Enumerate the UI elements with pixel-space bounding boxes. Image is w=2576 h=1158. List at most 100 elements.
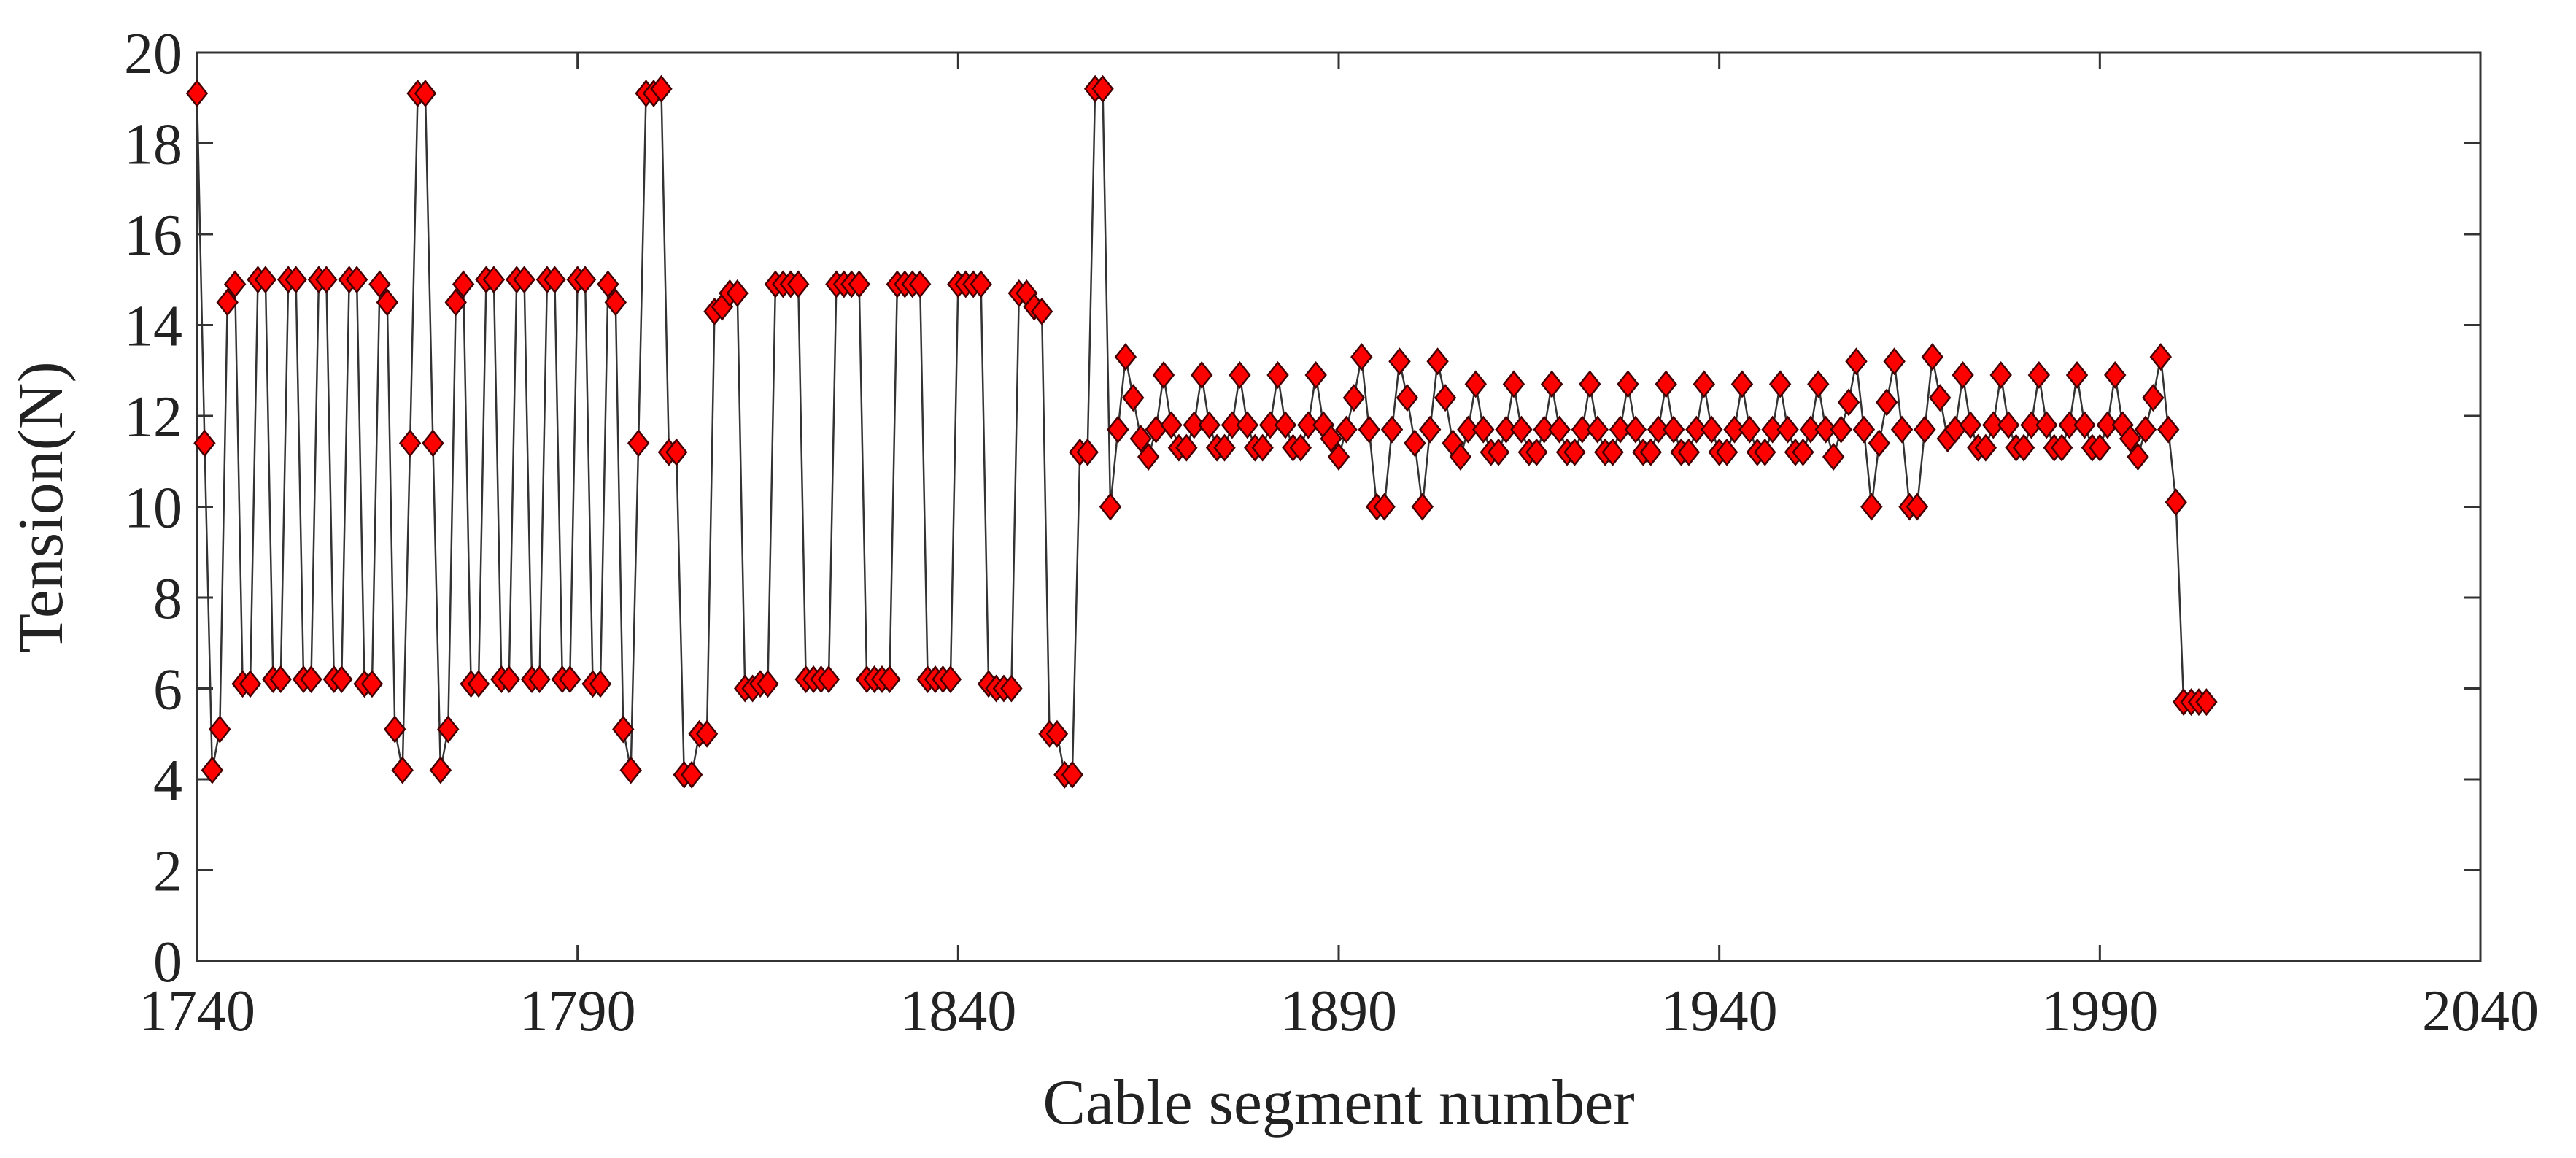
- data-marker: [1190, 360, 1213, 389]
- data-marker: [787, 270, 810, 298]
- data-marker: [467, 670, 490, 698]
- data-marker: [1464, 370, 1488, 398]
- data-marker: [254, 266, 277, 294]
- data-marker: [650, 74, 673, 103]
- data-marker: [513, 266, 535, 294]
- y-tick-label: 8: [153, 567, 182, 631]
- y-tick-label: 6: [153, 658, 182, 722]
- data-marker: [444, 288, 467, 317]
- data-marker: [2027, 360, 2051, 389]
- data-marker: [1624, 415, 1647, 444]
- data-marker: [680, 760, 703, 789]
- data-marker: [1677, 438, 1701, 466]
- data-marker: [1959, 411, 1982, 439]
- data-marker: [437, 715, 460, 744]
- data-marker: [1251, 433, 1274, 462]
- data-marker: [2065, 360, 2089, 389]
- data-marker: [1989, 360, 2012, 389]
- data-marker: [1776, 415, 1799, 444]
- x-tick-label: 1990: [2041, 979, 2158, 1043]
- data-marker: [1129, 425, 1152, 453]
- data-marker: [384, 715, 406, 744]
- data-marker: [368, 270, 391, 298]
- data-marker: [1997, 411, 2020, 439]
- data-marker: [1586, 415, 1609, 444]
- data-marker: [1061, 760, 1084, 789]
- data-marker: [1822, 443, 1845, 471]
- data-marker: [1647, 415, 1670, 444]
- data-marker: [1380, 415, 1404, 444]
- data-marker: [1000, 674, 1023, 703]
- data-marker: [627, 429, 650, 458]
- data-marker: [1830, 415, 1852, 444]
- data-marker: [1921, 343, 1944, 371]
- data-marker: [216, 288, 239, 317]
- data-marker: [345, 266, 368, 294]
- data-marker: [1875, 388, 1898, 417]
- data-marker: [1807, 370, 1830, 398]
- data-marker: [589, 670, 612, 698]
- data-marker: [1906, 493, 1929, 521]
- data-marker: [1152, 360, 1175, 389]
- data-marker: [1845, 347, 1868, 376]
- data-marker: [528, 665, 551, 694]
- data-marker: [1814, 415, 1837, 444]
- data-marker: [1122, 384, 1145, 412]
- data-marker: [2195, 688, 2218, 717]
- data-marker: [1388, 347, 1411, 376]
- data-marker: [1175, 433, 1198, 462]
- data-marker: [573, 266, 597, 294]
- data-marker: [1495, 415, 1517, 444]
- data-marker: [1982, 411, 2005, 439]
- data-marker: [2134, 415, 2157, 444]
- data-marker: [1868, 429, 1890, 458]
- data-marker: [2058, 411, 2081, 439]
- data-marker: [1952, 360, 1974, 389]
- y-tick-label: 0: [153, 930, 182, 995]
- data-marker: [1266, 360, 1289, 389]
- data-marker: [315, 266, 338, 294]
- data-marker: [559, 665, 581, 694]
- data-marker: [193, 429, 216, 458]
- y-tick-label: 18: [124, 113, 182, 177]
- data-marker: [2020, 411, 2043, 439]
- data-marker: [1373, 493, 1396, 521]
- data-marker: [1258, 411, 1282, 439]
- data-marker: [1701, 415, 1723, 444]
- data-marker: [1852, 415, 1876, 444]
- data-marker: [970, 270, 992, 298]
- data-marker: [1114, 343, 1137, 371]
- data-marker: [1418, 415, 1442, 444]
- data-marker: [1890, 415, 1914, 444]
- data-marker: [1449, 443, 1472, 471]
- data-marker: [1221, 411, 1244, 439]
- data-marker: [612, 715, 635, 744]
- data-marker: [604, 288, 627, 317]
- data-marker: [398, 429, 422, 458]
- data-marker: [1860, 493, 1883, 521]
- data-marker: [908, 270, 932, 298]
- x-tick-label: 1940: [1661, 979, 1778, 1043]
- data-marker: [185, 80, 209, 108]
- data-marker: [239, 670, 262, 698]
- data-marker: [1320, 425, 1342, 453]
- data-marker: [209, 715, 231, 744]
- data-marker: [597, 270, 619, 298]
- data-marker: [1297, 411, 1320, 439]
- data-marker: [665, 438, 688, 466]
- data-marker: [1974, 433, 1997, 462]
- data-marker: [391, 756, 414, 784]
- y-tick-label: 4: [153, 749, 182, 813]
- data-marker: [1685, 415, 1708, 444]
- data-marker: [414, 80, 437, 108]
- data-marker: [1929, 384, 1952, 412]
- data-marker: [1099, 493, 1122, 521]
- data-marker: [878, 665, 901, 694]
- data-marker: [1107, 415, 1129, 444]
- data-marker: [2157, 415, 2180, 444]
- x-axis-label: Cable segment number: [1043, 1068, 1634, 1138]
- data-marker: [2089, 433, 2111, 462]
- data-marker: [482, 266, 506, 294]
- data-marker: [1540, 370, 1563, 398]
